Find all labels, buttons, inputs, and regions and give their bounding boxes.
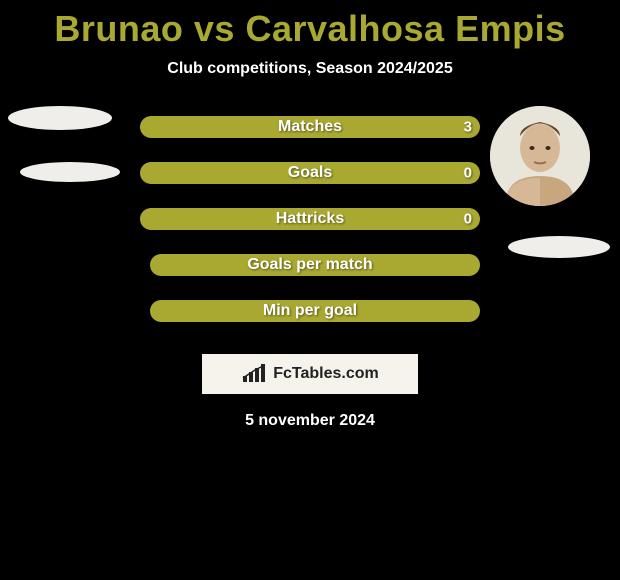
page-title: Brunao vs Carvalhosa Empis: [0, 0, 620, 50]
title-player1: Brunao: [54, 8, 183, 49]
bar-min-per-goal: Min per goal: [140, 300, 480, 322]
stat-bars: Matches 3 Goals 0 Hattricks 0 Goals per …: [140, 116, 480, 322]
bar-value: 0: [464, 211, 472, 228]
bar-hattricks: Hattricks 0: [140, 208, 480, 230]
title-vs: vs: [194, 8, 235, 49]
player-right-avatar: [490, 106, 590, 206]
comparison-chart: Matches 3 Goals 0 Hattricks 0 Goals per …: [0, 116, 620, 430]
bar-goals-per-match: Goals per match: [140, 254, 480, 276]
player-left-placeholder-pellet-2: [20, 162, 120, 182]
player-portrait-icon: [490, 106, 590, 206]
bar-fill: [140, 162, 480, 184]
title-player2: Carvalhosa Empis: [245, 8, 565, 49]
bar-fill: [150, 300, 480, 322]
bar-goals: Goals 0: [140, 162, 480, 184]
bar-value: 3: [464, 119, 472, 136]
branding-text: FcTables.com: [273, 365, 379, 383]
bars-icon: [241, 364, 267, 384]
bar-fill: [150, 254, 480, 276]
footer-date: 5 november 2024: [0, 412, 620, 430]
bar-value: 0: [464, 165, 472, 182]
subtitle: Club competitions, Season 2024/2025: [0, 60, 620, 78]
bar-fill: [140, 116, 480, 138]
player-left-placeholder-pellet-1: [8, 106, 112, 130]
player-right-name-pellet: [508, 236, 610, 258]
bar-matches: Matches 3: [140, 116, 480, 138]
branding-box: FcTables.com: [202, 354, 418, 394]
bar-fill: [140, 208, 480, 230]
